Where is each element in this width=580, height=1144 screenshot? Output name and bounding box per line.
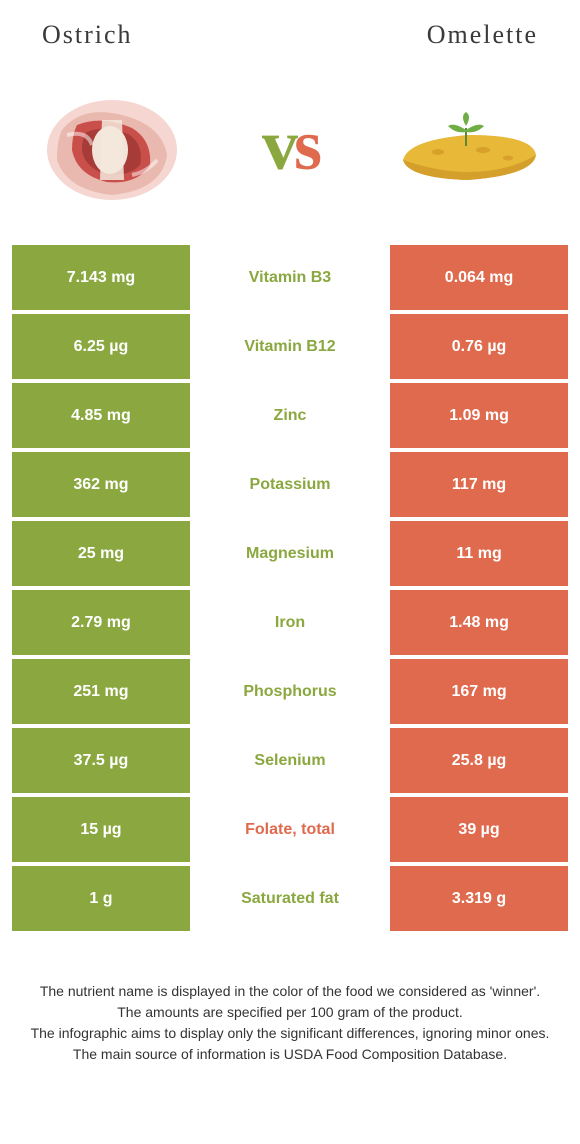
- right-value: 11 mg: [390, 521, 568, 586]
- table-row: 6.25 µgVitamin B120.76 µg: [12, 314, 568, 379]
- right-value: 117 mg: [390, 452, 568, 517]
- notes: The nutrient name is displayed in the co…: [12, 981, 568, 1065]
- nutrient-name: Potassium: [190, 452, 390, 517]
- right-value: 39 µg: [390, 797, 568, 862]
- note-line: The infographic aims to display only the…: [27, 1023, 553, 1044]
- nutrient-name: Magnesium: [190, 521, 390, 586]
- left-value: 1 g: [12, 866, 190, 931]
- nutrient-name: Saturated fat: [190, 866, 390, 931]
- left-value: 2.79 mg: [12, 590, 190, 655]
- left-value: 362 mg: [12, 452, 190, 517]
- nutrient-name: Folate, total: [190, 797, 390, 862]
- vs-s: s: [294, 105, 318, 185]
- note-line: The main source of information is USDA F…: [27, 1044, 553, 1065]
- right-value: 167 mg: [390, 659, 568, 724]
- comparison-table: 7.143 mgVitamin B30.064 mg6.25 µgVitamin…: [12, 245, 568, 931]
- left-value: 25 mg: [12, 521, 190, 586]
- food-left-image: [32, 80, 192, 210]
- nutrient-name: Zinc: [190, 383, 390, 448]
- nutrient-name: Iron: [190, 590, 390, 655]
- food-right-title: Omelette: [427, 20, 538, 50]
- table-row: 7.143 mgVitamin B30.064 mg: [12, 245, 568, 310]
- hero-row: vs: [12, 80, 568, 245]
- vs-label: vs: [262, 104, 318, 187]
- right-value: 3.319 g: [390, 866, 568, 931]
- right-value: 0.064 mg: [390, 245, 568, 310]
- header: Ostrich Omelette: [12, 20, 568, 50]
- left-value: 7.143 mg: [12, 245, 190, 310]
- table-row: 2.79 mgIron1.48 mg: [12, 590, 568, 655]
- left-value: 37.5 µg: [12, 728, 190, 793]
- nutrient-name: Selenium: [190, 728, 390, 793]
- left-value: 6.25 µg: [12, 314, 190, 379]
- left-value: 251 mg: [12, 659, 190, 724]
- right-value: 25.8 µg: [390, 728, 568, 793]
- note-line: The amounts are specified per 100 gram o…: [27, 1002, 553, 1023]
- nutrient-name: Phosphorus: [190, 659, 390, 724]
- table-row: 1 gSaturated fat3.319 g: [12, 866, 568, 931]
- right-value: 0.76 µg: [390, 314, 568, 379]
- note-line: The nutrient name is displayed in the co…: [27, 981, 553, 1002]
- nutrient-name: Vitamin B12: [190, 314, 390, 379]
- left-value: 4.85 mg: [12, 383, 190, 448]
- left-value: 15 µg: [12, 797, 190, 862]
- right-value: 1.09 mg: [390, 383, 568, 448]
- food-left-title: Ostrich: [42, 20, 133, 50]
- table-row: 251 mgPhosphorus167 mg: [12, 659, 568, 724]
- food-right-image: [388, 80, 548, 210]
- vs-v: v: [262, 105, 294, 185]
- table-row: 4.85 mgZinc1.09 mg: [12, 383, 568, 448]
- table-row: 25 mgMagnesium11 mg: [12, 521, 568, 586]
- table-row: 15 µgFolate, total39 µg: [12, 797, 568, 862]
- nutrient-name: Vitamin B3: [190, 245, 390, 310]
- table-row: 362 mgPotassium117 mg: [12, 452, 568, 517]
- right-value: 1.48 mg: [390, 590, 568, 655]
- table-row: 37.5 µgSelenium25.8 µg: [12, 728, 568, 793]
